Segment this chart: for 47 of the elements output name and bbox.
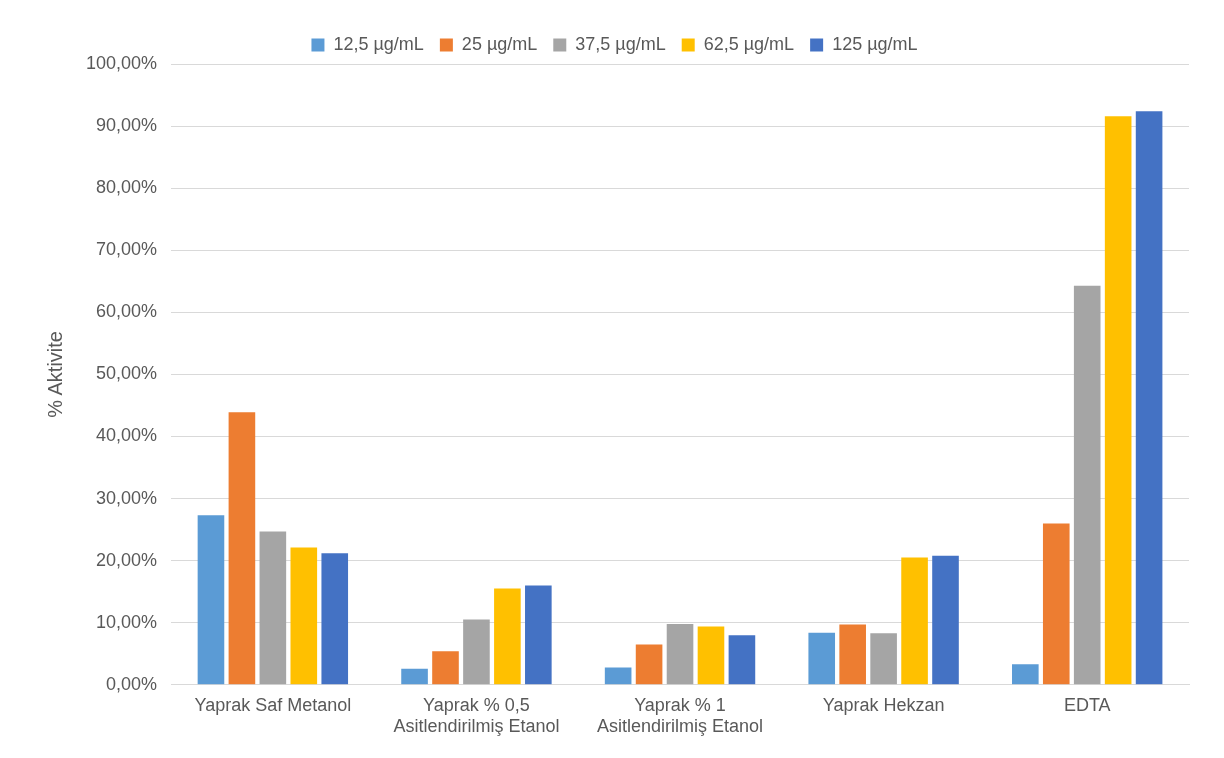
bar [604,667,632,685]
x-tick-label: Yaprak Hekzan [822,694,945,715]
bar [697,626,725,685]
y-tick-label: 80,00% [96,177,158,198]
bar [839,624,866,685]
bar [494,588,521,685]
y-tick-label: 0,00% [106,673,158,694]
legend-label: 37,5 µg/mL [575,33,666,54]
bar [1135,111,1163,685]
y-tick-label: 20,00% [96,549,158,570]
bar [321,553,349,685]
bar [901,557,928,685]
bar [1042,523,1070,685]
bar [1073,285,1101,685]
bar [197,515,225,685]
bar [228,412,256,685]
legend-label: 125 µg/mL [832,33,918,54]
y-tick-label: 90,00% [96,115,158,136]
x-tick-label: EDTA [1063,694,1111,715]
bar [728,635,756,685]
bar [525,585,552,685]
bar [290,547,318,685]
legend-label: 12,5 µg/mL [333,33,424,54]
y-tick-label: 100,00% [86,52,158,73]
bar [1012,664,1039,685]
bar [666,623,694,685]
y-tick-label: 40,00% [96,425,158,446]
y-tick-label: 70,00% [96,239,158,260]
bar [870,633,897,685]
x-tick-label: Yaprak Saf Metanol [194,694,352,715]
bar [1104,116,1132,685]
bar [432,651,459,685]
bar [635,644,663,685]
bar [808,632,836,685]
x-tick-label: Yaprak % 1 Asitlendirilmiş Etanol [597,694,764,737]
bar [259,531,287,685]
y-tick-label: 30,00% [96,487,158,508]
y-tick-label: 50,00% [96,363,158,384]
bar [932,555,959,685]
bar [463,619,490,685]
legend-label: 62,5 µg/mL [703,33,795,54]
bar [401,668,428,685]
legend-label: 25 µg/mL [461,33,538,54]
y-tick-label: 60,00% [96,301,158,322]
y-axis-title: % Aktivite [43,331,66,418]
x-tick-label: Yaprak % 0,5 Asitlendirilmiş Etanol [393,694,560,737]
y-tick-label: 10,00% [96,611,158,632]
